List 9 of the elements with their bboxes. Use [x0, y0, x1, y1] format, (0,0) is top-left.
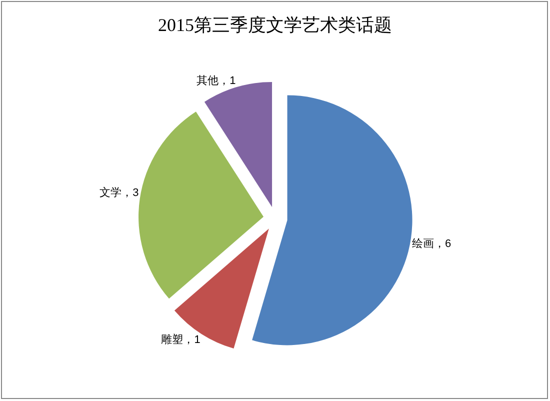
- slice-label: 其他: [196, 74, 219, 88]
- slice-label: 雕塑: [161, 332, 184, 346]
- slice-label: 绘画: [412, 238, 434, 250]
- data-label: ，6: [434, 238, 452, 250]
- data-label: ，1: [183, 334, 200, 346]
- data-label: ，3: [122, 187, 139, 200]
- slice-label: 文学: [100, 186, 122, 200]
- chart-title: 2015第三季度文学艺术类话题: [158, 15, 392, 35]
- data-label: ，1: [218, 75, 236, 88]
